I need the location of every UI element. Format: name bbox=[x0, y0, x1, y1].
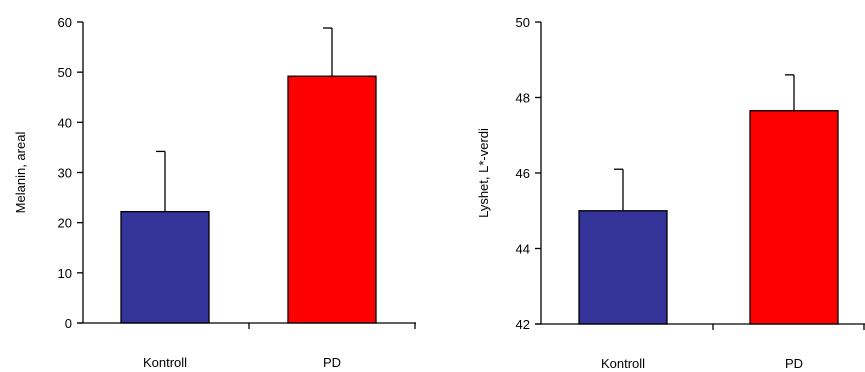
chart0-bar-pd bbox=[287, 75, 377, 324]
chart0-category-label: Kontroll bbox=[143, 355, 187, 370]
chart0-y-tick-label: 20 bbox=[58, 216, 72, 231]
chart0-bar-kontroll bbox=[120, 210, 210, 324]
chart0-y-tick-label: 30 bbox=[58, 166, 72, 181]
chart1-y-tick-label: 50 bbox=[516, 15, 530, 30]
chart0-y-tick-label: 10 bbox=[58, 266, 72, 281]
chart1-category-label: Kontroll bbox=[601, 356, 645, 371]
chart0-y-tick-label: 50 bbox=[58, 65, 72, 80]
chart1-bar-pd bbox=[749, 110, 839, 325]
chart1-y-tick-label: 46 bbox=[516, 166, 530, 181]
chart0-y-tick-label: 40 bbox=[58, 115, 72, 130]
chart0-y-tick-label: 60 bbox=[58, 15, 72, 30]
chart-lyshet: Kontroll PD 42 44 46 48 50 Lyshet, L*-verdi bbox=[476, 15, 865, 371]
chart1-y-tick-label: 42 bbox=[516, 317, 530, 332]
chart1-y-tick-label: 48 bbox=[516, 91, 530, 106]
chart-melanin: Kontroll PD 0 10 20 30 40 50 60 Melanin, areal bbox=[13, 15, 416, 370]
chart0-y-axis-title: Melanin, areal bbox=[13, 132, 28, 214]
chart1-y-axis-title: Lyshet, L*-verdi bbox=[476, 128, 491, 218]
chart0-category-label: PD bbox=[323, 355, 341, 370]
chart1-category-label: PD bbox=[785, 356, 803, 371]
chart1-bar-kontroll bbox=[578, 210, 668, 325]
chart0-y-tick-label: 0 bbox=[65, 316, 72, 331]
chart1-y-tick-label: 44 bbox=[516, 242, 530, 257]
